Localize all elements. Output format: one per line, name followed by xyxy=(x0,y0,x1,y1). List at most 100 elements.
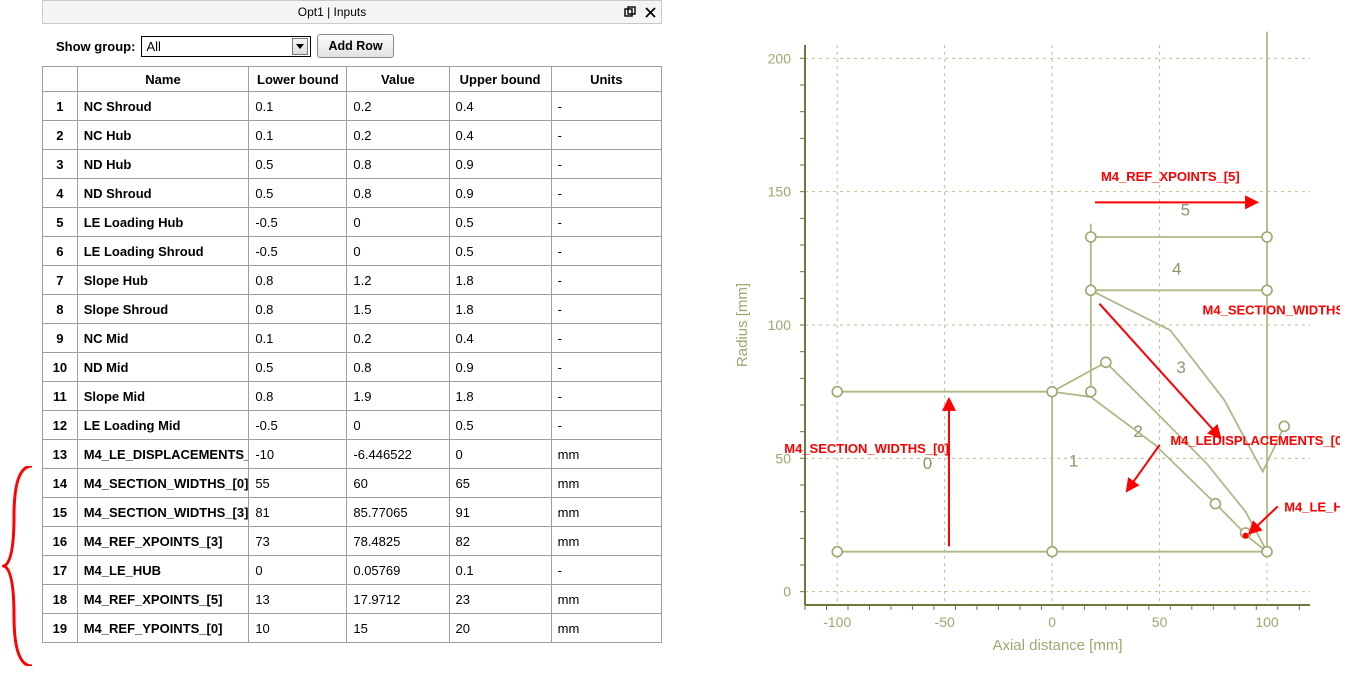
cell-upper-bound[interactable]: 91 xyxy=(449,498,551,527)
cell-units[interactable]: - xyxy=(551,266,661,295)
row-number[interactable]: 17 xyxy=(43,556,78,585)
cell-upper-bound[interactable]: 1.8 xyxy=(449,382,551,411)
cell-value[interactable]: 0 xyxy=(347,411,449,440)
cell-units[interactable]: - xyxy=(551,353,661,382)
cell-units[interactable]: - xyxy=(551,92,661,121)
cell-name[interactable]: NC Mid xyxy=(77,324,249,353)
cell-lower-bound[interactable]: 0.5 xyxy=(249,150,347,179)
cell-upper-bound[interactable]: 0.4 xyxy=(449,121,551,150)
table-row[interactable]: 2NC Hub0.10.20.4- xyxy=(43,121,662,150)
cell-units[interactable]: mm xyxy=(551,469,661,498)
col-units[interactable]: Units xyxy=(551,67,661,92)
row-number[interactable]: 7 xyxy=(43,266,78,295)
cell-upper-bound[interactable]: 1.8 xyxy=(449,266,551,295)
row-number[interactable]: 10 xyxy=(43,353,78,382)
row-number[interactable]: 1 xyxy=(43,92,78,121)
table-row[interactable]: 4ND Shroud0.50.80.9- xyxy=(43,179,662,208)
cell-name[interactable]: Slope Mid xyxy=(77,382,249,411)
cell-lower-bound[interactable]: 0.5 xyxy=(249,179,347,208)
cell-upper-bound[interactable]: 1.8 xyxy=(449,295,551,324)
cell-lower-bound[interactable]: 0.8 xyxy=(249,266,347,295)
table-row[interactable]: 11Slope Mid0.81.91.8- xyxy=(43,382,662,411)
cell-name[interactable]: M4_SECTION_WIDTHS_[0] xyxy=(77,469,249,498)
cell-upper-bound[interactable]: 0 xyxy=(449,440,551,469)
table-row[interactable]: 10ND Mid0.50.80.9- xyxy=(43,353,662,382)
cell-value[interactable]: 15 xyxy=(347,614,449,643)
cell-units[interactable]: - xyxy=(551,237,661,266)
cell-lower-bound[interactable]: 0 xyxy=(249,556,347,585)
cell-name[interactable]: M4_SECTION_WIDTHS_[3] xyxy=(77,498,249,527)
cell-units[interactable]: - xyxy=(551,208,661,237)
cell-lower-bound[interactable]: 0.1 xyxy=(249,121,347,150)
cell-upper-bound[interactable]: 0.5 xyxy=(449,208,551,237)
cell-name[interactable]: LE Loading Hub xyxy=(77,208,249,237)
row-number[interactable]: 16 xyxy=(43,527,78,556)
row-number[interactable]: 9 xyxy=(43,324,78,353)
table-row[interactable]: 7Slope Hub0.81.21.8- xyxy=(43,266,662,295)
table-row[interactable]: 1NC Shroud0.10.20.4- xyxy=(43,92,662,121)
cell-lower-bound[interactable]: 81 xyxy=(249,498,347,527)
row-number[interactable]: 12 xyxy=(43,411,78,440)
cell-name[interactable]: ND Hub xyxy=(77,150,249,179)
cell-upper-bound[interactable]: 20 xyxy=(449,614,551,643)
cell-name[interactable]: LE Loading Shroud xyxy=(77,237,249,266)
cell-lower-bound[interactable]: -0.5 xyxy=(249,208,347,237)
table-row[interactable]: 5LE Loading Hub-0.500.5- xyxy=(43,208,662,237)
cell-value[interactable]: 1.2 xyxy=(347,266,449,295)
cell-value[interactable]: 78.4825 xyxy=(347,527,449,556)
cell-units[interactable]: mm xyxy=(551,614,661,643)
cell-lower-bound[interactable]: 0.8 xyxy=(249,382,347,411)
row-number[interactable]: 4 xyxy=(43,179,78,208)
cell-name[interactable]: M4_REF_YPOINTS_[0] xyxy=(77,614,249,643)
add-row-button[interactable]: Add Row xyxy=(317,34,393,58)
cell-upper-bound[interactable]: 23 xyxy=(449,585,551,614)
row-number[interactable]: 11 xyxy=(43,382,78,411)
cell-value[interactable]: 0.05769 xyxy=(347,556,449,585)
row-number[interactable]: 2 xyxy=(43,121,78,150)
cell-name[interactable]: Slope Shroud xyxy=(77,295,249,324)
table-row[interactable]: 9NC Mid0.10.20.4- xyxy=(43,324,662,353)
cell-value[interactable]: 0.8 xyxy=(347,353,449,382)
cell-units[interactable]: - xyxy=(551,295,661,324)
cell-units[interactable]: - xyxy=(551,179,661,208)
cell-units[interactable]: - xyxy=(551,411,661,440)
cell-units[interactable]: mm xyxy=(551,440,661,469)
cell-lower-bound[interactable]: 0.1 xyxy=(249,324,347,353)
cell-upper-bound[interactable]: 0.1 xyxy=(449,556,551,585)
cell-name[interactable]: Slope Hub xyxy=(77,266,249,295)
table-row[interactable]: 13M4_LE_DISPLACEMENTS_[0]-10-6.4465220mm xyxy=(43,440,662,469)
cell-upper-bound[interactable]: 0.9 xyxy=(449,179,551,208)
title-bar[interactable]: Opt1 | Inputs xyxy=(42,0,662,24)
cell-name[interactable]: NC Shroud xyxy=(77,92,249,121)
cell-value[interactable]: 0.2 xyxy=(347,324,449,353)
cell-lower-bound[interactable]: 55 xyxy=(249,469,347,498)
table-row[interactable]: 17M4_LE_HUB00.057690.1- xyxy=(43,556,662,585)
cell-upper-bound[interactable]: 0.9 xyxy=(449,353,551,382)
row-number[interactable]: 19 xyxy=(43,614,78,643)
cell-upper-bound[interactable]: 0.5 xyxy=(449,411,551,440)
row-number[interactable]: 8 xyxy=(43,295,78,324)
cell-name[interactable]: M4_REF_XPOINTS_[5] xyxy=(77,585,249,614)
cell-upper-bound[interactable]: 0.5 xyxy=(449,237,551,266)
cell-units[interactable]: mm xyxy=(551,585,661,614)
group-select[interactable]: All xyxy=(141,36,311,57)
row-number[interactable]: 18 xyxy=(43,585,78,614)
cell-lower-bound[interactable]: -0.5 xyxy=(249,237,347,266)
cell-value[interactable]: 0.8 xyxy=(347,179,449,208)
cell-units[interactable]: mm xyxy=(551,527,661,556)
cell-upper-bound[interactable]: 0.9 xyxy=(449,150,551,179)
row-number[interactable]: 14 xyxy=(43,469,78,498)
cell-name[interactable]: M4_LE_HUB xyxy=(77,556,249,585)
cell-upper-bound[interactable]: 82 xyxy=(449,527,551,556)
table-row[interactable]: 18M4_REF_XPOINTS_[5]1317.971223mm xyxy=(43,585,662,614)
cell-value[interactable]: 1.9 xyxy=(347,382,449,411)
cell-name[interactable]: M4_LE_DISPLACEMENTS_[0] xyxy=(77,440,249,469)
cell-units[interactable]: - xyxy=(551,324,661,353)
cell-value[interactable]: 0.2 xyxy=(347,92,449,121)
cell-units[interactable]: - xyxy=(551,150,661,179)
cell-value[interactable]: 85.77065 xyxy=(347,498,449,527)
cell-upper-bound[interactable]: 0.4 xyxy=(449,92,551,121)
table-row[interactable]: 19M4_REF_YPOINTS_[0]101520mm xyxy=(43,614,662,643)
table-row[interactable]: 16M4_REF_XPOINTS_[3]7378.482582mm xyxy=(43,527,662,556)
cell-value[interactable]: 0 xyxy=(347,237,449,266)
